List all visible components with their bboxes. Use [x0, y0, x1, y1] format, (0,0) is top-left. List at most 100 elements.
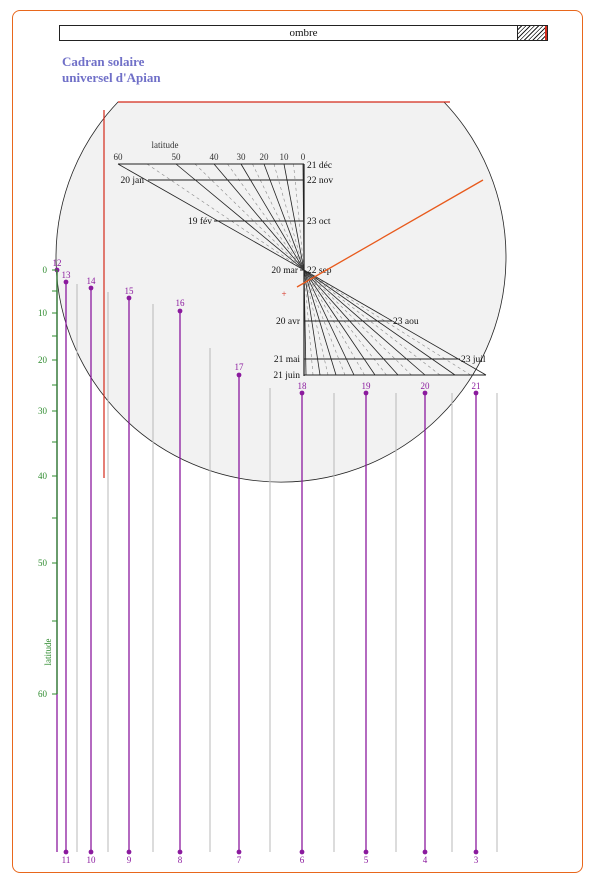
- hour-top-dot: [177, 308, 183, 314]
- hour-top-label: 15: [125, 286, 135, 296]
- scale-tick-label: 60: [38, 689, 48, 699]
- page-frame: [12, 10, 583, 873]
- hour-top-dot: [363, 390, 369, 396]
- title-line-2: universel d'Apian: [62, 70, 161, 85]
- hour-bottom-label: 10: [87, 855, 97, 865]
- date-label-right: 22 nov: [307, 176, 333, 186]
- latitude-tick-label: 50: [172, 152, 182, 162]
- scale-tick-label: 50: [38, 558, 48, 568]
- hour-top-label: 21: [472, 381, 481, 391]
- hour-bottom-dot: [63, 849, 69, 855]
- latitude-line-dashed: [303, 269, 346, 376]
- scale-tick-label: 40: [38, 471, 48, 481]
- hour-top-label: 13: [62, 270, 72, 280]
- dial-latitude-label: latitude: [152, 140, 179, 150]
- scale-tick-label: 0: [43, 265, 48, 275]
- hour-top-dot: [126, 295, 132, 301]
- latitude-line-upper: [117, 163, 305, 271]
- latitude-line-upper: [175, 163, 305, 271]
- date-label-left: 20 jan: [121, 176, 145, 186]
- hour-top-dot: [63, 279, 69, 285]
- dial-title: Cadran solaire universel d'Apian: [62, 54, 161, 86]
- scale-tick-label: 30: [38, 406, 48, 416]
- date-label-left: 19 fév: [188, 216, 212, 227]
- latitude-line-dashed: [273, 163, 305, 271]
- date-label-right: 22 sep: [307, 266, 332, 276]
- gnomon-line: [296, 179, 484, 288]
- date-label-left: 21 mai: [274, 355, 300, 365]
- latitude-line-dashed: [303, 269, 387, 376]
- date-label-left: 20 mar: [271, 266, 298, 276]
- latitude-line-dashed: [303, 269, 412, 376]
- latitude-line-dashed: [303, 269, 441, 376]
- latitude-line-upper: [263, 163, 305, 271]
- hour-bottom-dot: [88, 849, 94, 855]
- date-label-right: 23 juil: [461, 355, 486, 365]
- latitude-line-upper: [240, 163, 305, 271]
- latitude-line-dashed: [303, 269, 471, 376]
- hour-bottom-dot: [299, 849, 305, 855]
- hour-bottom-label: 7: [237, 855, 242, 865]
- dial-disc: [55, 101, 507, 483]
- latitude-line-lower: [303, 269, 456, 376]
- hour-top-label: 17: [235, 362, 245, 372]
- latitude-line-dashed: [303, 269, 365, 376]
- date-label-right: 23 aou: [393, 317, 419, 327]
- date-label-right: 21 déc: [307, 161, 332, 171]
- latitude-line-lower: [303, 269, 376, 376]
- hour-top-label: 18: [298, 381, 308, 391]
- date-label-left: 21 juin: [273, 371, 300, 381]
- latitude-line-dashed: [194, 163, 305, 271]
- scale-tick-label: 10: [38, 308, 48, 318]
- hour-bottom-dot: [422, 849, 428, 855]
- hour-top-label: 16: [176, 298, 186, 308]
- latitude-line-lower: [303, 269, 337, 376]
- latitude-tick-label: 60: [114, 152, 124, 162]
- hour-bottom-label: 11: [62, 855, 71, 865]
- ombre-hatch-marker: [517, 26, 547, 40]
- hour-top-dot: [473, 390, 479, 396]
- hour-bottom-label: 5: [364, 855, 369, 865]
- latitude-tick-label: 30: [237, 152, 247, 162]
- latitude-line-lower: [303, 269, 399, 376]
- hour-top-dot: [422, 390, 428, 396]
- title-line-1: Cadran solaire: [62, 54, 145, 69]
- ombre-bar: ombre: [59, 25, 548, 41]
- hour-bottom-dot: [177, 849, 183, 855]
- latitude-tick-label: 0: [301, 152, 306, 162]
- hour-top-label: 12: [53, 258, 62, 268]
- hour-top-dot: [88, 285, 94, 291]
- center-mark: +: [281, 289, 286, 299]
- hour-bottom-dot: [236, 849, 242, 855]
- date-label-right: 23 oct: [307, 217, 331, 227]
- hour-bottom-label: 6: [300, 855, 305, 865]
- latitude-line-dashed: [252, 163, 305, 271]
- hour-bottom-label: 3: [474, 855, 479, 865]
- latitude-tick-label: 10: [280, 152, 290, 162]
- hour-top-label: 19: [362, 381, 372, 391]
- latitude-line-upper: [213, 163, 305, 271]
- hour-bottom-label: 9: [127, 855, 132, 865]
- latitude-tick-label: 20: [260, 152, 270, 162]
- ombre-label: ombre: [289, 27, 318, 39]
- latitude-line-upper: [283, 163, 305, 271]
- hour-bottom-dot: [473, 849, 479, 855]
- hour-top-label: 14: [87, 276, 97, 286]
- hour-bottom-label: 4: [423, 855, 428, 865]
- latitude-line-lower: [303, 269, 426, 376]
- latitude-line-lower: [303, 269, 487, 376]
- hour-top-label: 20: [421, 381, 431, 391]
- latitude-line-dashed: [146, 163, 305, 271]
- date-label-left: 20 avr: [276, 317, 301, 327]
- hour-top-dot: [236, 372, 242, 378]
- latitude-tick-label: 40: [210, 152, 220, 162]
- latitude-line-lower: [303, 269, 355, 376]
- latitude-line-dashed: [227, 163, 305, 271]
- latitude-line-lower: [303, 269, 321, 376]
- scale-axis-label: latitude: [43, 639, 53, 666]
- hour-bottom-dot: [126, 849, 132, 855]
- hour-top-dot: [299, 390, 305, 396]
- hour-bottom-dot: [363, 849, 369, 855]
